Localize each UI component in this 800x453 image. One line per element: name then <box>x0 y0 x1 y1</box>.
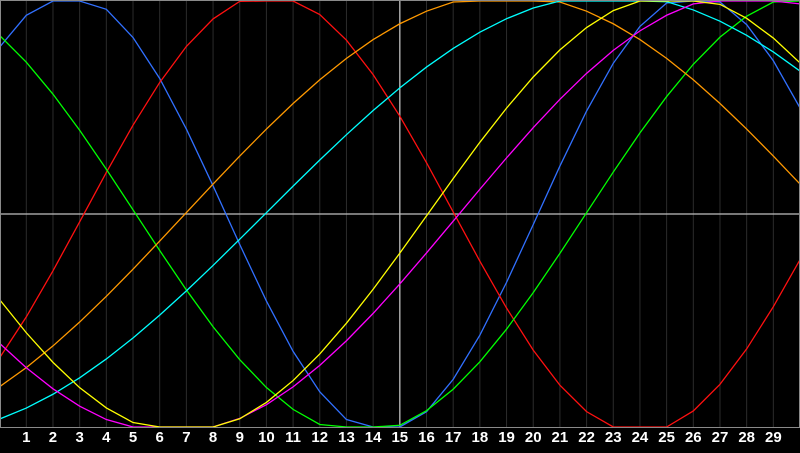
svg-text:15: 15 <box>391 429 408 446</box>
svg-text:11: 11 <box>285 429 301 446</box>
svg-text:21: 21 <box>552 429 569 446</box>
svg-text:8: 8 <box>209 429 217 446</box>
svg-text:4: 4 <box>102 429 111 446</box>
svg-text:13: 13 <box>338 429 355 446</box>
svg-text:9: 9 <box>236 429 244 446</box>
svg-text:18: 18 <box>472 429 489 446</box>
svg-text:22: 22 <box>578 429 595 446</box>
svg-text:6: 6 <box>156 429 164 446</box>
svg-text:5: 5 <box>129 429 137 446</box>
svg-text:27: 27 <box>712 429 729 446</box>
svg-text:29: 29 <box>765 429 782 446</box>
svg-text:28: 28 <box>738 429 755 446</box>
svg-text:7: 7 <box>182 429 190 446</box>
svg-text:10: 10 <box>258 429 275 446</box>
svg-text:2: 2 <box>49 429 57 446</box>
svg-text:14: 14 <box>365 429 382 446</box>
svg-text:3: 3 <box>75 429 83 446</box>
svg-text:23: 23 <box>605 429 622 446</box>
svg-text:26: 26 <box>685 429 702 446</box>
svg-text:1: 1 <box>22 429 30 446</box>
svg-text:20: 20 <box>525 429 542 446</box>
svg-text:25: 25 <box>658 429 675 446</box>
svg-text:16: 16 <box>418 429 435 446</box>
svg-text:12: 12 <box>311 429 328 446</box>
svg-text:19: 19 <box>498 429 515 446</box>
svg-text:17: 17 <box>445 429 462 446</box>
svg-text:24: 24 <box>632 429 649 446</box>
